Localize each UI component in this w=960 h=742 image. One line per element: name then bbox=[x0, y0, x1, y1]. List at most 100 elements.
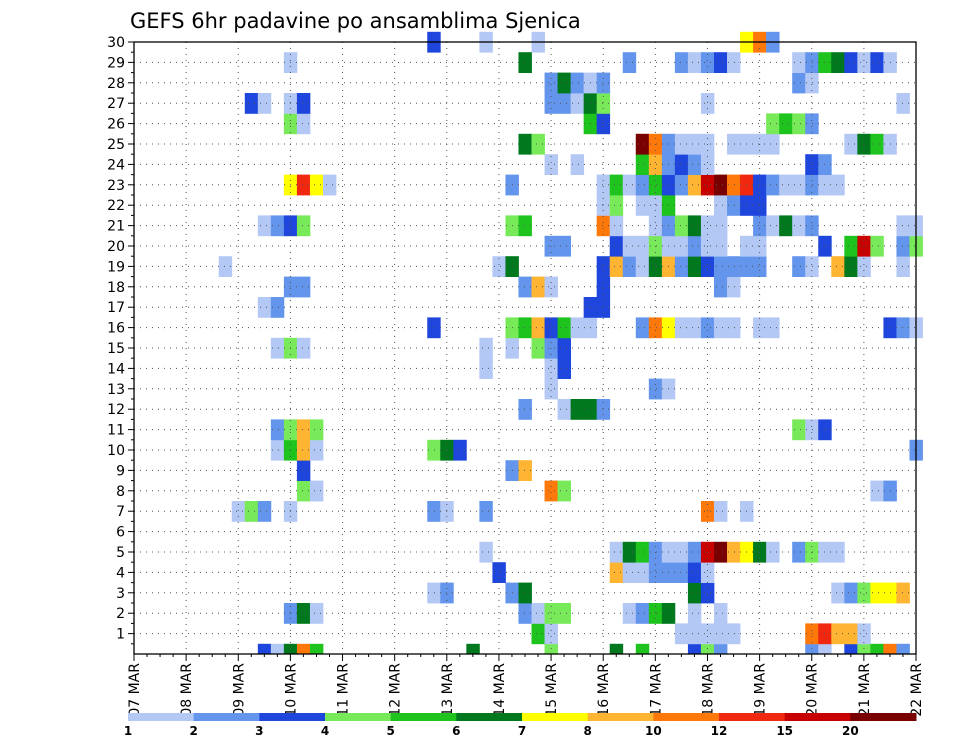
heatmap-cell bbox=[857, 643, 871, 655]
heatmap-cell bbox=[896, 317, 910, 339]
heatmap-cell bbox=[818, 643, 832, 655]
heatmap-cell bbox=[296, 460, 311, 481]
colorbar-label: 8 bbox=[583, 724, 591, 738]
heatmap-cell bbox=[713, 317, 728, 339]
heatmap-cell bbox=[570, 317, 585, 339]
heatmap-cell bbox=[518, 52, 532, 73]
colorbar-legend: 1 2 3 4 5 6 7 8 10 12 15 20 bbox=[124, 713, 917, 738]
heatmap-cell bbox=[270, 337, 285, 359]
heatmap-cell bbox=[687, 643, 702, 655]
heatmap-cell bbox=[544, 317, 558, 339]
heatmap-cell bbox=[544, 603, 558, 624]
heatmap-cell bbox=[596, 174, 611, 196]
y-tick-label: 23 bbox=[107, 178, 125, 194]
heatmap-cell bbox=[596, 195, 611, 216]
heatmap-cell bbox=[870, 133, 884, 155]
heatmap-cell bbox=[635, 133, 650, 155]
x-tick-label: 11 MAR bbox=[336, 663, 352, 717]
heatmap-cell bbox=[635, 235, 650, 257]
x-tick-label: 16 MAR bbox=[596, 663, 612, 717]
heatmap-cell bbox=[713, 643, 728, 655]
colorbar-swatch bbox=[587, 713, 654, 721]
heatmap-cell bbox=[831, 541, 845, 563]
heatmap-cell bbox=[792, 52, 806, 73]
heatmap-cell bbox=[296, 337, 311, 359]
heatmap-cell bbox=[427, 317, 441, 339]
colorbar-label: 4 bbox=[321, 724, 329, 738]
heatmap-cell bbox=[296, 113, 311, 135]
heatmap-cell bbox=[596, 256, 611, 277]
y-tick-label: 3 bbox=[116, 586, 125, 602]
heatmap-cell bbox=[674, 235, 689, 257]
heatmap-cell bbox=[792, 113, 806, 135]
heatmap-cell bbox=[596, 297, 611, 318]
colorbar-swatch bbox=[784, 713, 851, 721]
heatmap-cell bbox=[544, 358, 558, 379]
y-tick-label: 6 bbox=[116, 525, 125, 541]
heatmap-cell bbox=[270, 643, 285, 655]
heatmap-cell bbox=[766, 133, 780, 155]
colorbar-label: 12 bbox=[711, 724, 728, 738]
heatmap-cell bbox=[674, 256, 689, 277]
heatmap-cell bbox=[531, 276, 545, 298]
heatmap-cell bbox=[257, 93, 272, 114]
heatmap-cell bbox=[622, 541, 637, 563]
heatmap-cell bbox=[270, 439, 285, 461]
heatmap-cell bbox=[674, 154, 689, 175]
heatmap-cell bbox=[674, 541, 689, 563]
heatmap-cell bbox=[857, 256, 871, 277]
heatmap-cell bbox=[805, 419, 819, 441]
heatmap-cell bbox=[296, 174, 311, 196]
y-axis-ticks: 1234567891011121314151617181920212223242… bbox=[107, 35, 134, 645]
x-tick-label: 09 MAR bbox=[231, 663, 247, 717]
heatmap-cell bbox=[270, 419, 285, 441]
heatmap-cell bbox=[531, 337, 545, 359]
heatmap-cell bbox=[779, 113, 793, 135]
heatmap-cell bbox=[531, 623, 545, 645]
heatmap-cell bbox=[544, 72, 558, 94]
heatmap-cell bbox=[544, 276, 558, 298]
y-tick-label: 27 bbox=[107, 96, 125, 112]
heatmap-cell bbox=[518, 399, 532, 420]
heatmap-cell bbox=[635, 643, 650, 655]
heatmap-cell bbox=[231, 501, 246, 522]
heatmap-cell bbox=[648, 215, 663, 237]
y-tick-label: 9 bbox=[116, 463, 125, 479]
heatmap-cell bbox=[244, 93, 259, 114]
heatmap-cell bbox=[805, 72, 819, 94]
colorbar-label: 5 bbox=[386, 724, 394, 738]
heatmap-cell bbox=[622, 562, 637, 583]
y-tick-label: 26 bbox=[107, 117, 125, 133]
heatmap-cell bbox=[713, 195, 728, 216]
heatmap-cell bbox=[596, 113, 611, 135]
heatmap-cell bbox=[596, 93, 611, 114]
heatmap-cell bbox=[713, 276, 728, 298]
heatmap-cell bbox=[557, 603, 572, 624]
y-tick-label: 18 bbox=[107, 280, 125, 296]
heatmap-cell bbox=[713, 215, 728, 237]
heatmap-cell bbox=[700, 215, 715, 237]
y-tick-label: 7 bbox=[116, 504, 125, 520]
heatmap-cell bbox=[727, 623, 741, 645]
heatmap-cell bbox=[218, 256, 233, 277]
heatmap-cell bbox=[622, 174, 637, 196]
heatmap-cell bbox=[518, 603, 532, 624]
heatmap-cell bbox=[844, 582, 858, 604]
heatmap-cell bbox=[518, 276, 532, 298]
heatmap-cell bbox=[570, 72, 585, 94]
heatmap-cell bbox=[296, 643, 311, 655]
heatmap-cell bbox=[687, 174, 702, 196]
heatmap-cell bbox=[727, 541, 741, 563]
x-tick-label: 22 MAR bbox=[909, 663, 925, 717]
heatmap-cell bbox=[700, 623, 715, 645]
heatmap-cell bbox=[870, 582, 884, 604]
heatmap-cell bbox=[609, 174, 624, 196]
colorbar-swatch bbox=[128, 713, 195, 721]
heatmap-cell bbox=[700, 317, 715, 339]
heatmap-cell bbox=[896, 256, 910, 277]
y-tick-label: 25 bbox=[107, 137, 125, 153]
heatmap-cell bbox=[805, 623, 819, 645]
x-axis-ticks: 07 MAR 08 MAR 09 MAR 10 MAR 11 MAR 12 MAR 13 M… bbox=[127, 654, 925, 717]
colorbar-swatch bbox=[456, 713, 523, 721]
